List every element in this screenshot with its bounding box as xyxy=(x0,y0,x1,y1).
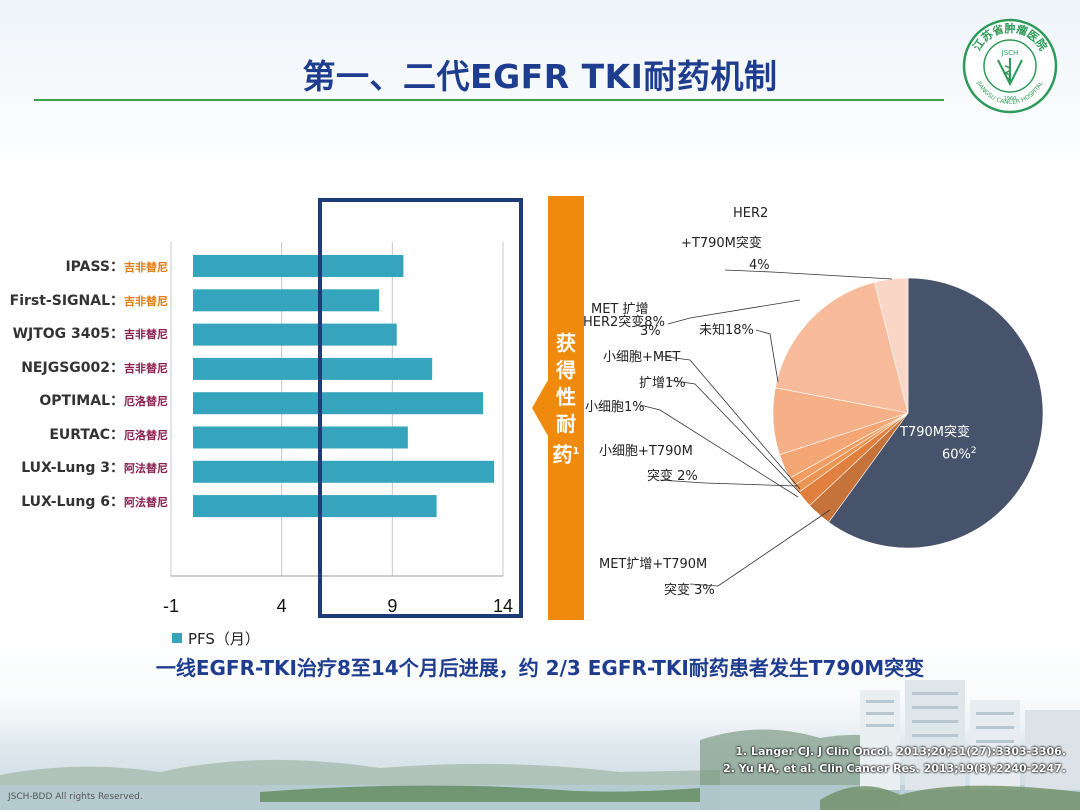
pie-label-her2: HER2突变8% xyxy=(583,315,665,330)
drug-name: 吉非替尼 xyxy=(124,294,168,308)
chart-legend: PFS（月） xyxy=(172,628,260,649)
study-name: NEJGSG002： xyxy=(21,359,124,376)
pie-leader-line xyxy=(667,379,801,494)
page-title: 第一、二代EGFR TKI耐药机制 xyxy=(302,57,778,96)
pie-label-met-amp: MET 扩增 xyxy=(591,302,649,317)
pie-label-sclc-met-pct: 扩增1% xyxy=(639,376,686,391)
study-name: LUX-Lung 6： xyxy=(21,493,124,510)
pfs-bar xyxy=(193,495,437,518)
arrow-char: 性 xyxy=(556,385,576,409)
pie-slice xyxy=(828,277,1044,549)
pfs-bar xyxy=(193,392,484,415)
x-tick-label: 14 xyxy=(493,596,513,616)
drug-name: 吉非替尼 xyxy=(124,261,168,274)
pie-leader-line xyxy=(659,479,798,487)
study-label: WJTOG 3405：吉非替尼 xyxy=(13,323,168,343)
study-label: LUX-Lung 3：阿法替尼 xyxy=(21,457,168,477)
pie-leader-line xyxy=(724,269,893,280)
pie-label-sclc-met: 小细胞+MET xyxy=(603,350,681,365)
resistance-pie-chart xyxy=(639,269,1044,587)
study-name: EURTAC： xyxy=(49,426,124,443)
svg-text:JSCH: JSCH xyxy=(1001,49,1019,57)
pie-label-unknown: 未知18% xyxy=(699,323,754,338)
legend-label: PFS（月） xyxy=(188,630,260,648)
study-label: LUX-Lung 6：阿法替尼 xyxy=(21,491,168,511)
pfs-bar-chart: -1 4 9 14 xyxy=(163,242,513,616)
pfs-bar xyxy=(193,255,404,277)
pfs-bar xyxy=(193,460,495,483)
pie-slice xyxy=(775,281,909,414)
conclusion-text: 一线EGFR-TKI治疗8至14个月后进展，约 2/3 EGFR-TKI耐药患者… xyxy=(155,656,925,680)
footer-copyright: JSCH-BDD All rights Reserved. xyxy=(8,792,143,802)
pie-leader-line xyxy=(667,299,801,325)
arrow-char: 获 xyxy=(556,331,576,355)
pie-label-her2-t790m: HER2 xyxy=(733,206,769,221)
pie-leader-line xyxy=(689,509,831,587)
pie-label-met-t790m: MET扩增+T790M xyxy=(599,557,708,572)
study-label: EURTAC：厄洛替尼 xyxy=(49,424,168,444)
arrow-char: 得 xyxy=(556,358,576,382)
drug-name: 厄洛替尼 xyxy=(124,395,168,408)
x-tick-label: 4 xyxy=(277,596,287,616)
drug-name: 阿法替尼 xyxy=(124,495,168,509)
pfs-bar xyxy=(193,357,433,380)
study-label: First-SIGNAL：吉非替尼 xyxy=(10,290,168,310)
study-label: OPTIMAL：厄洛替尼 xyxy=(39,390,168,410)
drug-name: 阿法替尼 xyxy=(124,462,168,475)
pfs-bar xyxy=(193,323,397,346)
x-tick-label: 9 xyxy=(387,596,397,616)
drug-name: 吉非替尼 xyxy=(124,328,168,341)
pie-leader-line xyxy=(755,329,779,383)
svg-text:1960: 1960 xyxy=(1004,96,1017,102)
pie-label-t790m: T790M突变 xyxy=(900,425,970,440)
drug-name: 吉非替尼 xyxy=(124,361,168,375)
title-divider xyxy=(34,99,944,101)
pfs-highlight-box xyxy=(318,198,523,618)
pie-label-met-t790m-pct: 突变 3% xyxy=(664,583,715,598)
legend-swatch xyxy=(172,633,182,643)
references: 1. Langer CJ. J Clin Oncol. 2013;20;31(2… xyxy=(723,743,1066,777)
acquired-resistance-arrow xyxy=(532,196,584,620)
pie-leader-line xyxy=(659,355,801,490)
reference-1: 1. Langer CJ. J Clin Oncol. 2013;20;31(2… xyxy=(735,745,1066,758)
pie-label-sclc-t790m: 小细胞+T790M xyxy=(599,444,693,459)
background-scenery xyxy=(0,680,1080,810)
pie-leader-line xyxy=(639,404,799,498)
pie-label-t790m-pct: 60%2 xyxy=(942,446,977,463)
study-label: IPASS：吉非替尼 xyxy=(65,256,168,276)
study-name: First-SIGNAL： xyxy=(9,292,124,309)
drug-name: 厄洛替尼 xyxy=(124,428,168,442)
hospital-logo: 江苏省肿瘤医院 JIANGSU CANCER HOSPITAL JSCH 196… xyxy=(962,18,1058,114)
x-tick-label: -1 xyxy=(163,596,179,616)
pie-label-her2-t790m-pct: 4% xyxy=(749,258,770,273)
study-name: IPASS： xyxy=(65,259,124,275)
arrow-char: 耐 xyxy=(556,412,576,436)
acquired-resistance-label: 获 得 性 耐 药1 xyxy=(546,330,586,469)
reference-2: 2. Yu HA, et al. Clin Cancer Res. 2013;1… xyxy=(723,762,1066,775)
pfs-bar xyxy=(193,289,380,312)
pie-label-her2-t790m: +T790M突变 xyxy=(681,236,762,251)
study-name: WJTOG 3405： xyxy=(12,326,124,342)
arrow-char: 药1 xyxy=(552,442,580,467)
pfs-bar xyxy=(193,426,408,449)
study-label: NEJGSG002：吉非替尼 xyxy=(21,357,168,377)
pie-label-sclc: 小细胞1% xyxy=(585,400,645,415)
study-name: OPTIMAL： xyxy=(39,393,124,409)
pie-label-met-amp-pct: 3% xyxy=(640,324,661,339)
pie-label-sclc-t790m-pct: 突变 2% xyxy=(647,469,698,484)
study-name: LUX-Lung 3： xyxy=(21,460,124,476)
